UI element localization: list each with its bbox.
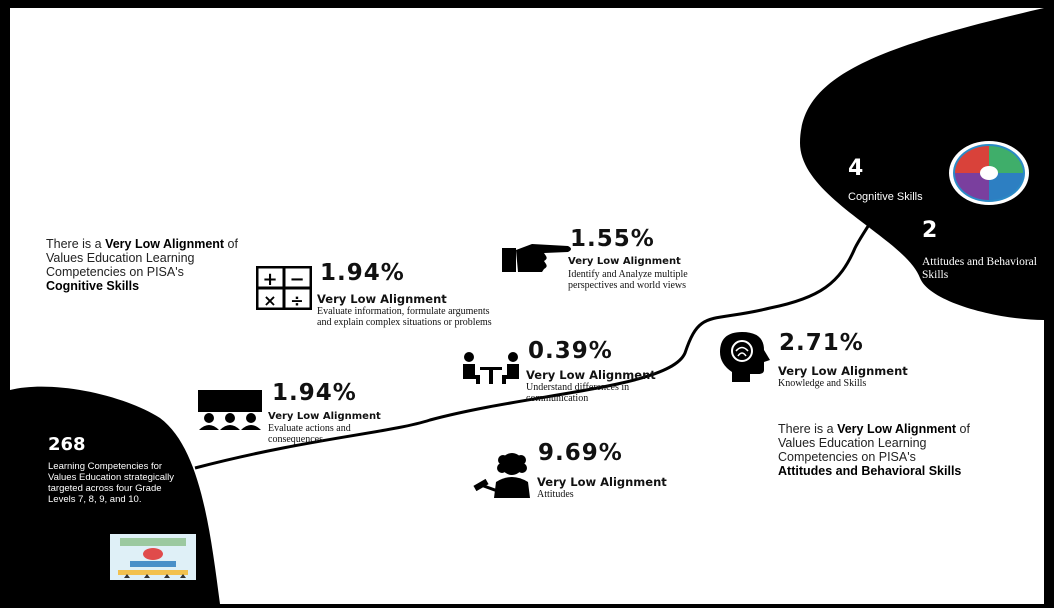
attitudes-count: 2 — [922, 218, 938, 243]
percent-cognitive-perspectives: 1.55% — [570, 226, 655, 252]
percent-communication: 0.39% — [528, 338, 613, 364]
top-right-blob — [800, 8, 1044, 320]
item-description: Evaluate information, formulate argument… — [317, 306, 492, 328]
background-shapes — [10, 8, 1044, 604]
alignment-label: Very Low Alignment — [537, 475, 667, 489]
judge-gavel-icon — [472, 452, 536, 503]
attitudes-label: Attitudes and Behavioral Skills — [922, 256, 1037, 281]
competencies-description: Learning Competencies for Values Educati… — [48, 461, 175, 505]
infographic-canvas: There is a Very Low Alignment of Values … — [10, 8, 1044, 604]
item-description: Evaluate actions and consequences — [268, 423, 351, 445]
item-description: Identify and Analyze multiple perspectiv… — [568, 269, 688, 291]
item-description: Attitudes — [537, 489, 574, 500]
percent-attitudes: 9.69% — [538, 440, 623, 466]
cognitive-skills-label: Cognitive Skills — [848, 191, 923, 203]
svg-text:×: × — [263, 291, 276, 310]
alignment-label: Very Low Alignment — [778, 364, 908, 378]
alignment-label: Very Low Alignment — [268, 411, 381, 422]
svg-text:−: − — [289, 269, 304, 290]
cognitive-skills-count: 4 — [848, 156, 864, 181]
item-description: Understand differences in communication — [526, 382, 630, 404]
brain-head-icon — [718, 330, 772, 387]
percent-cognitive-evaluate: 1.94% — [320, 260, 405, 286]
alignment-label: Very Low Alignment — [526, 368, 656, 382]
item-description: Knowledge and Skills — [778, 378, 867, 389]
attitudes-summary: There is a Very Low Alignment of Values … — [778, 422, 970, 478]
pointing-hand-icon — [502, 240, 574, 281]
journey-line — [194, 207, 882, 470]
svg-text:+: + — [262, 269, 277, 290]
skills-wheel-image — [948, 140, 1030, 211]
percent-knowledge: 2.71% — [779, 330, 864, 356]
audience-board-icon — [196, 390, 264, 435]
meeting-people-icon — [460, 351, 522, 390]
svg-text:÷: ÷ — [290, 291, 303, 310]
alignment-label: Very Low Alignment — [568, 256, 681, 267]
competencies-count: 268 — [48, 434, 86, 455]
grade-levels-thumbnail — [110, 534, 196, 585]
calculator-icon: + − × ÷ — [255, 265, 313, 315]
cognitive-summary: There is a Very Low Alignment of Values … — [46, 237, 238, 293]
percent-evaluate-actions: 1.94% — [272, 380, 357, 406]
alignment-label: Very Low Alignment — [317, 292, 447, 306]
